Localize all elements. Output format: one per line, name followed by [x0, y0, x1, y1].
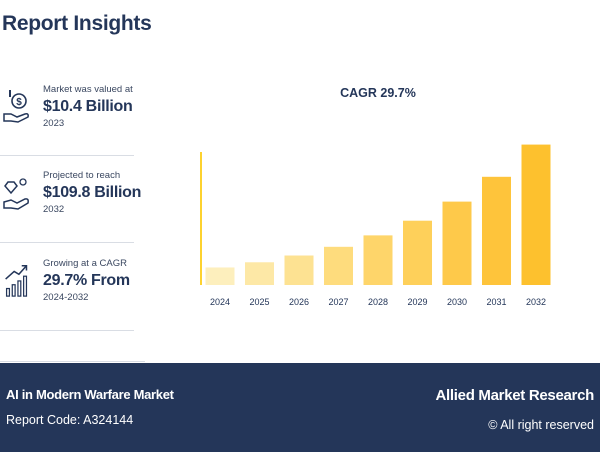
bar-2029: [403, 220, 432, 285]
page-title: Report Insights: [2, 12, 152, 35]
stat-value: $10.4 Billion: [43, 98, 133, 115]
report-code: Report Code: A324144: [6, 413, 134, 427]
stat-label: Market was valued at: [43, 84, 133, 95]
x-tick-label: 2027: [328, 297, 348, 307]
bar-2027: [324, 246, 353, 285]
section-divider: [0, 361, 145, 362]
stat-cagr: Growing at a CAGR 29.7% From 2024-2032: [0, 258, 134, 320]
chart-title: CAGR 29.7%: [340, 86, 416, 100]
divider: [0, 242, 134, 243]
svg-text:$: $: [16, 97, 22, 108]
growth-chart-icon: [5, 265, 28, 297]
stat-year: 2024-2032: [43, 292, 89, 303]
stat-label: Projected to reach: [43, 170, 121, 181]
x-tick-label: 2032: [526, 297, 546, 307]
money-hand-icon: $: [3, 90, 29, 123]
divider: [0, 330, 134, 331]
divider: [0, 155, 134, 156]
stat-value: 29.7% From: [43, 272, 130, 289]
stat-year: 2032: [43, 204, 65, 215]
x-tick-label: 2024: [210, 297, 230, 307]
copyright-text: © All right reserved: [488, 418, 594, 432]
x-tick-label: 2025: [249, 297, 269, 307]
bar-2030: [442, 201, 472, 285]
stat-label: Growing at a CAGR: [43, 258, 127, 269]
stat-projected-value: Projected to reach $109.8 Billion 2032: [0, 170, 141, 232]
x-tick-label: 2026: [289, 297, 309, 307]
bar-2031: [482, 176, 511, 285]
stat-value: $109.8 Billion: [43, 184, 142, 201]
cagr-bar-chart: CAGR 29.7% 2024 2025 2026 2027 2028 2029 2030 2…: [200, 86, 551, 307]
x-tick-label: 2028: [368, 297, 388, 307]
bar-2032: [521, 144, 551, 285]
bar-2024: [205, 267, 235, 285]
report-name: AI in Modern Warfare Market: [6, 387, 174, 402]
diamond-hand-icon: [3, 178, 29, 210]
bar-2025: [245, 262, 274, 285]
x-tick-label: 2029: [407, 297, 427, 307]
x-tick-label: 2031: [486, 297, 506, 307]
brand-name: Allied Market Research: [435, 387, 595, 404]
x-tick-label: 2030: [447, 297, 467, 307]
stat-year: 2023: [43, 118, 65, 129]
footer: AI in Modern Warfare Market Report Code:…: [0, 363, 600, 452]
bar-2028: [363, 235, 393, 285]
bar-2026: [284, 255, 314, 285]
stat-market-value: $ Market was valued at $10.4 Billion 202…: [0, 84, 134, 146]
